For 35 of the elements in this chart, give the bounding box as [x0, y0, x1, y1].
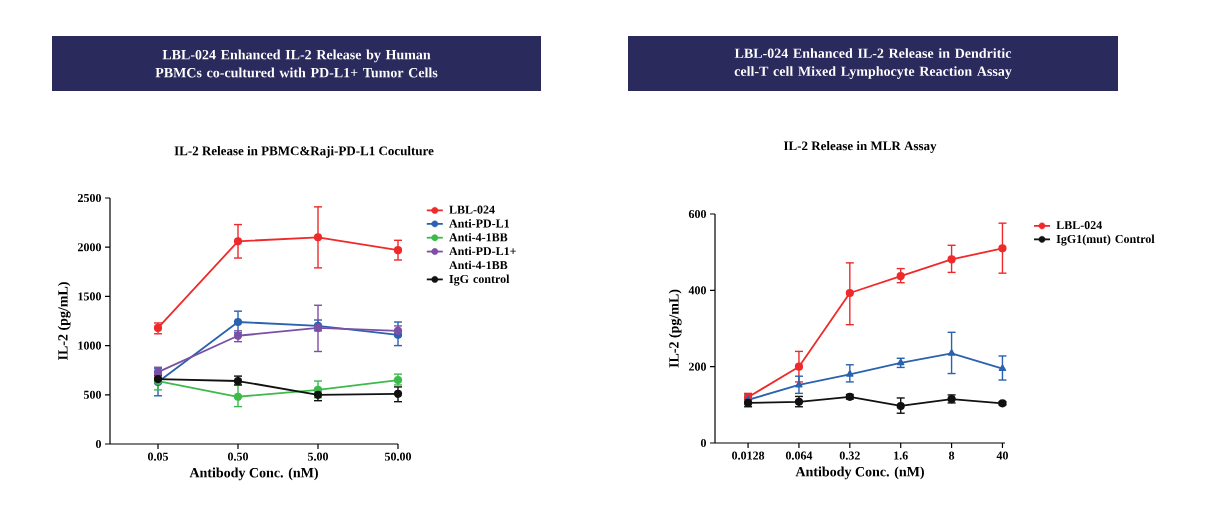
- y-axis-title: IL-2 (pg/mL): [668, 289, 682, 368]
- y-tick-label: 600: [688, 209, 707, 219]
- legend-label: Anti-PD-L1: [449, 219, 510, 228]
- x-tick-label: 5.00: [307, 452, 329, 461]
- x-tick-label: 0.50: [227, 452, 249, 461]
- x-tick-label: 50.00: [384, 452, 412, 461]
- y-tick-label: 1000: [78, 341, 102, 350]
- legend-label: Anti-PD-L1+ Anti-4-1BB: [449, 246, 516, 270]
- x-tick-label: 1.6: [894, 451, 908, 460]
- y-tick-label: 400: [688, 286, 707, 295]
- legend-label: LBL-024: [1056, 221, 1102, 230]
- y-tick-label: 500: [83, 390, 102, 399]
- x-tick-label: 40: [996, 451, 1008, 460]
- chart-title: LBL-024 Enhanced IL-2 Release in Dendritic cell-T cell Mixed Lymphocyte Reaction Assay: [734, 48, 1012, 79]
- legend-label: LBL-024: [449, 205, 495, 214]
- legend-label: IgG1(mut) Control: [1056, 234, 1155, 246]
- x-tick-label: 0.32: [839, 451, 860, 460]
- y-tick-label: 0: [95, 439, 102, 449]
- y-tick-label: 0: [700, 438, 707, 448]
- x-tick-label: 0.05: [147, 452, 169, 461]
- y-tick-label: 2000: [77, 243, 102, 252]
- x-tick-label: 8: [948, 451, 955, 460]
- y-tick-label: 1500: [78, 292, 102, 301]
- y-tick-label: 200: [688, 362, 707, 371]
- x-tick-label: 0.0128: [732, 451, 765, 460]
- chart-subtitle: IL-2 Release in PBMC&Raji-PD-L1 Coculture: [174, 146, 434, 158]
- y-axis-title: IL-2 (pg/mL): [57, 282, 71, 360]
- x-axis-title: Antibody Conc. (nM): [189, 467, 318, 481]
- x-tick-label: 0.064: [785, 451, 813, 460]
- chart-title: LBL-024 Enhanced IL-2 Release by Human PBMCs co-cultured with PD-L1+ Tumor Cells: [155, 49, 438, 78]
- legend-label: IgG control: [449, 274, 510, 286]
- x-axis-title: Antibody Conc. (nM): [795, 466, 924, 480]
- y-tick-label: 2500: [77, 193, 102, 203]
- chart-subtitle: IL-2 Release in MLR Assay: [783, 141, 937, 153]
- legend-label: Anti-4-1BB: [449, 232, 508, 242]
